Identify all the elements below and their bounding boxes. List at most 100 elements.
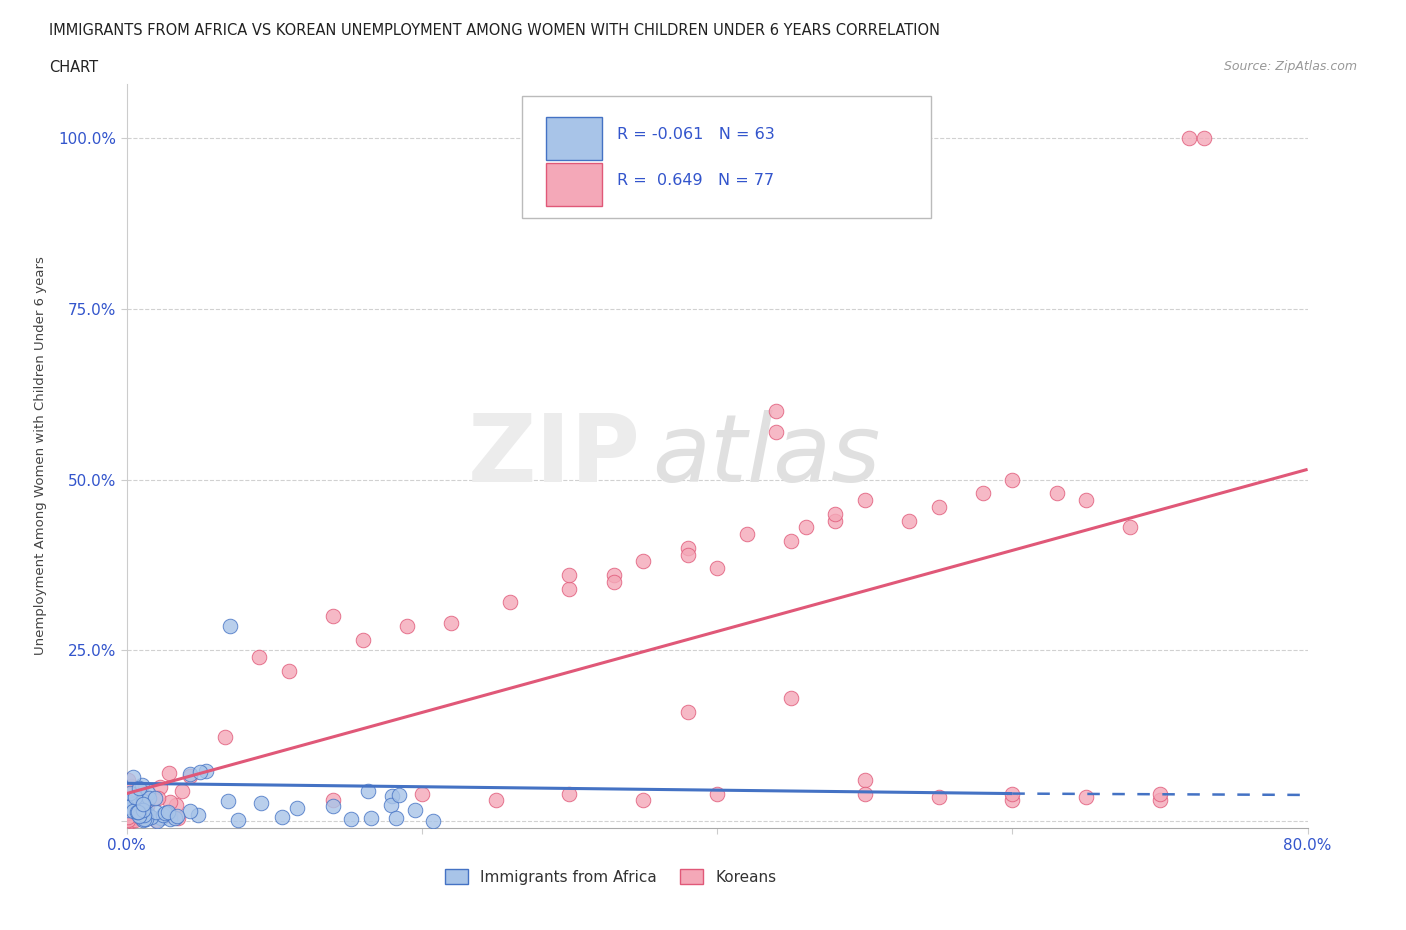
Point [1001,786,1024,801]
Point [131,810,153,825]
Point [603,567,626,582]
Point [179,769,201,784]
Point [422,814,444,829]
Point [117,803,139,817]
Point [779,534,801,549]
Point [706,786,728,801]
Point [128,795,150,810]
Point [117,812,139,827]
Point [385,811,408,826]
Point [149,779,172,794]
Point [159,794,181,809]
Point [120,811,142,826]
Point [124,795,146,810]
Point [247,650,270,665]
Point [1119,520,1142,535]
Point [118,794,141,809]
Point [132,807,155,822]
Legend: Immigrants from Africa, Koreans: Immigrants from Africa, Koreans [439,862,782,891]
Text: R =  0.649   N = 77: R = 0.649 N = 77 [617,173,773,188]
Point [124,809,146,824]
Point [128,780,150,795]
FancyBboxPatch shape [522,97,931,219]
Point [558,581,581,596]
Point [271,809,294,824]
Point [135,807,157,822]
Point [139,809,162,824]
Point [404,803,426,817]
Point [117,806,139,821]
Point [558,786,581,801]
Point [219,618,242,633]
Point [360,810,382,825]
Point [499,595,522,610]
Point [765,404,787,418]
Point [1076,493,1098,508]
Point [676,704,699,719]
Point [706,561,728,576]
Point [278,663,301,678]
Bar [546,164,603,206]
Point [172,783,194,798]
Point [928,499,950,514]
Point [120,801,142,816]
Point [853,493,876,508]
Point [603,575,626,590]
Point [134,805,156,820]
Y-axis label: Unemployment Among Women with Children Under 6 years: Unemployment Among Women with Children U… [34,257,46,655]
Point [853,773,876,788]
Point [217,793,239,808]
Text: CHART: CHART [49,60,98,75]
Point [132,793,155,808]
Point [322,608,344,623]
Point [115,801,138,816]
Point [853,786,876,801]
Point [765,424,787,439]
Point [322,799,344,814]
Point [179,804,201,818]
Text: R = -0.061   N = 63: R = -0.061 N = 63 [617,126,775,141]
Point [135,798,157,813]
Point [1149,786,1171,801]
Point [1001,793,1024,808]
Point [131,813,153,828]
Point [127,804,149,819]
Bar [546,117,603,160]
Point [131,777,153,792]
Point [135,811,157,826]
Text: Source: ZipAtlas.com: Source: ZipAtlas.com [1223,60,1357,73]
Point [339,811,361,826]
Point [676,540,699,555]
Point [1001,472,1024,487]
Point [120,786,142,801]
Point [897,513,920,528]
Point [352,632,374,647]
Point [157,765,180,780]
Point [167,811,190,826]
Point [195,764,218,778]
Point [1045,485,1069,500]
Point [124,803,146,817]
Point [117,798,139,813]
Point [631,554,654,569]
Point [145,804,167,819]
Point [136,785,159,800]
Point [132,797,155,812]
Point [131,789,153,804]
Point [156,805,179,820]
Point [380,797,402,812]
Point [159,808,181,823]
Point [136,808,159,823]
Point [440,616,463,631]
Point [145,813,167,828]
Point [128,808,150,823]
Point [128,807,150,822]
Point [163,811,186,826]
Point [159,812,181,827]
Point [122,796,145,811]
Point [117,772,139,787]
Point [145,814,167,829]
Point [396,618,419,633]
Point [387,788,409,803]
Point [735,526,758,541]
